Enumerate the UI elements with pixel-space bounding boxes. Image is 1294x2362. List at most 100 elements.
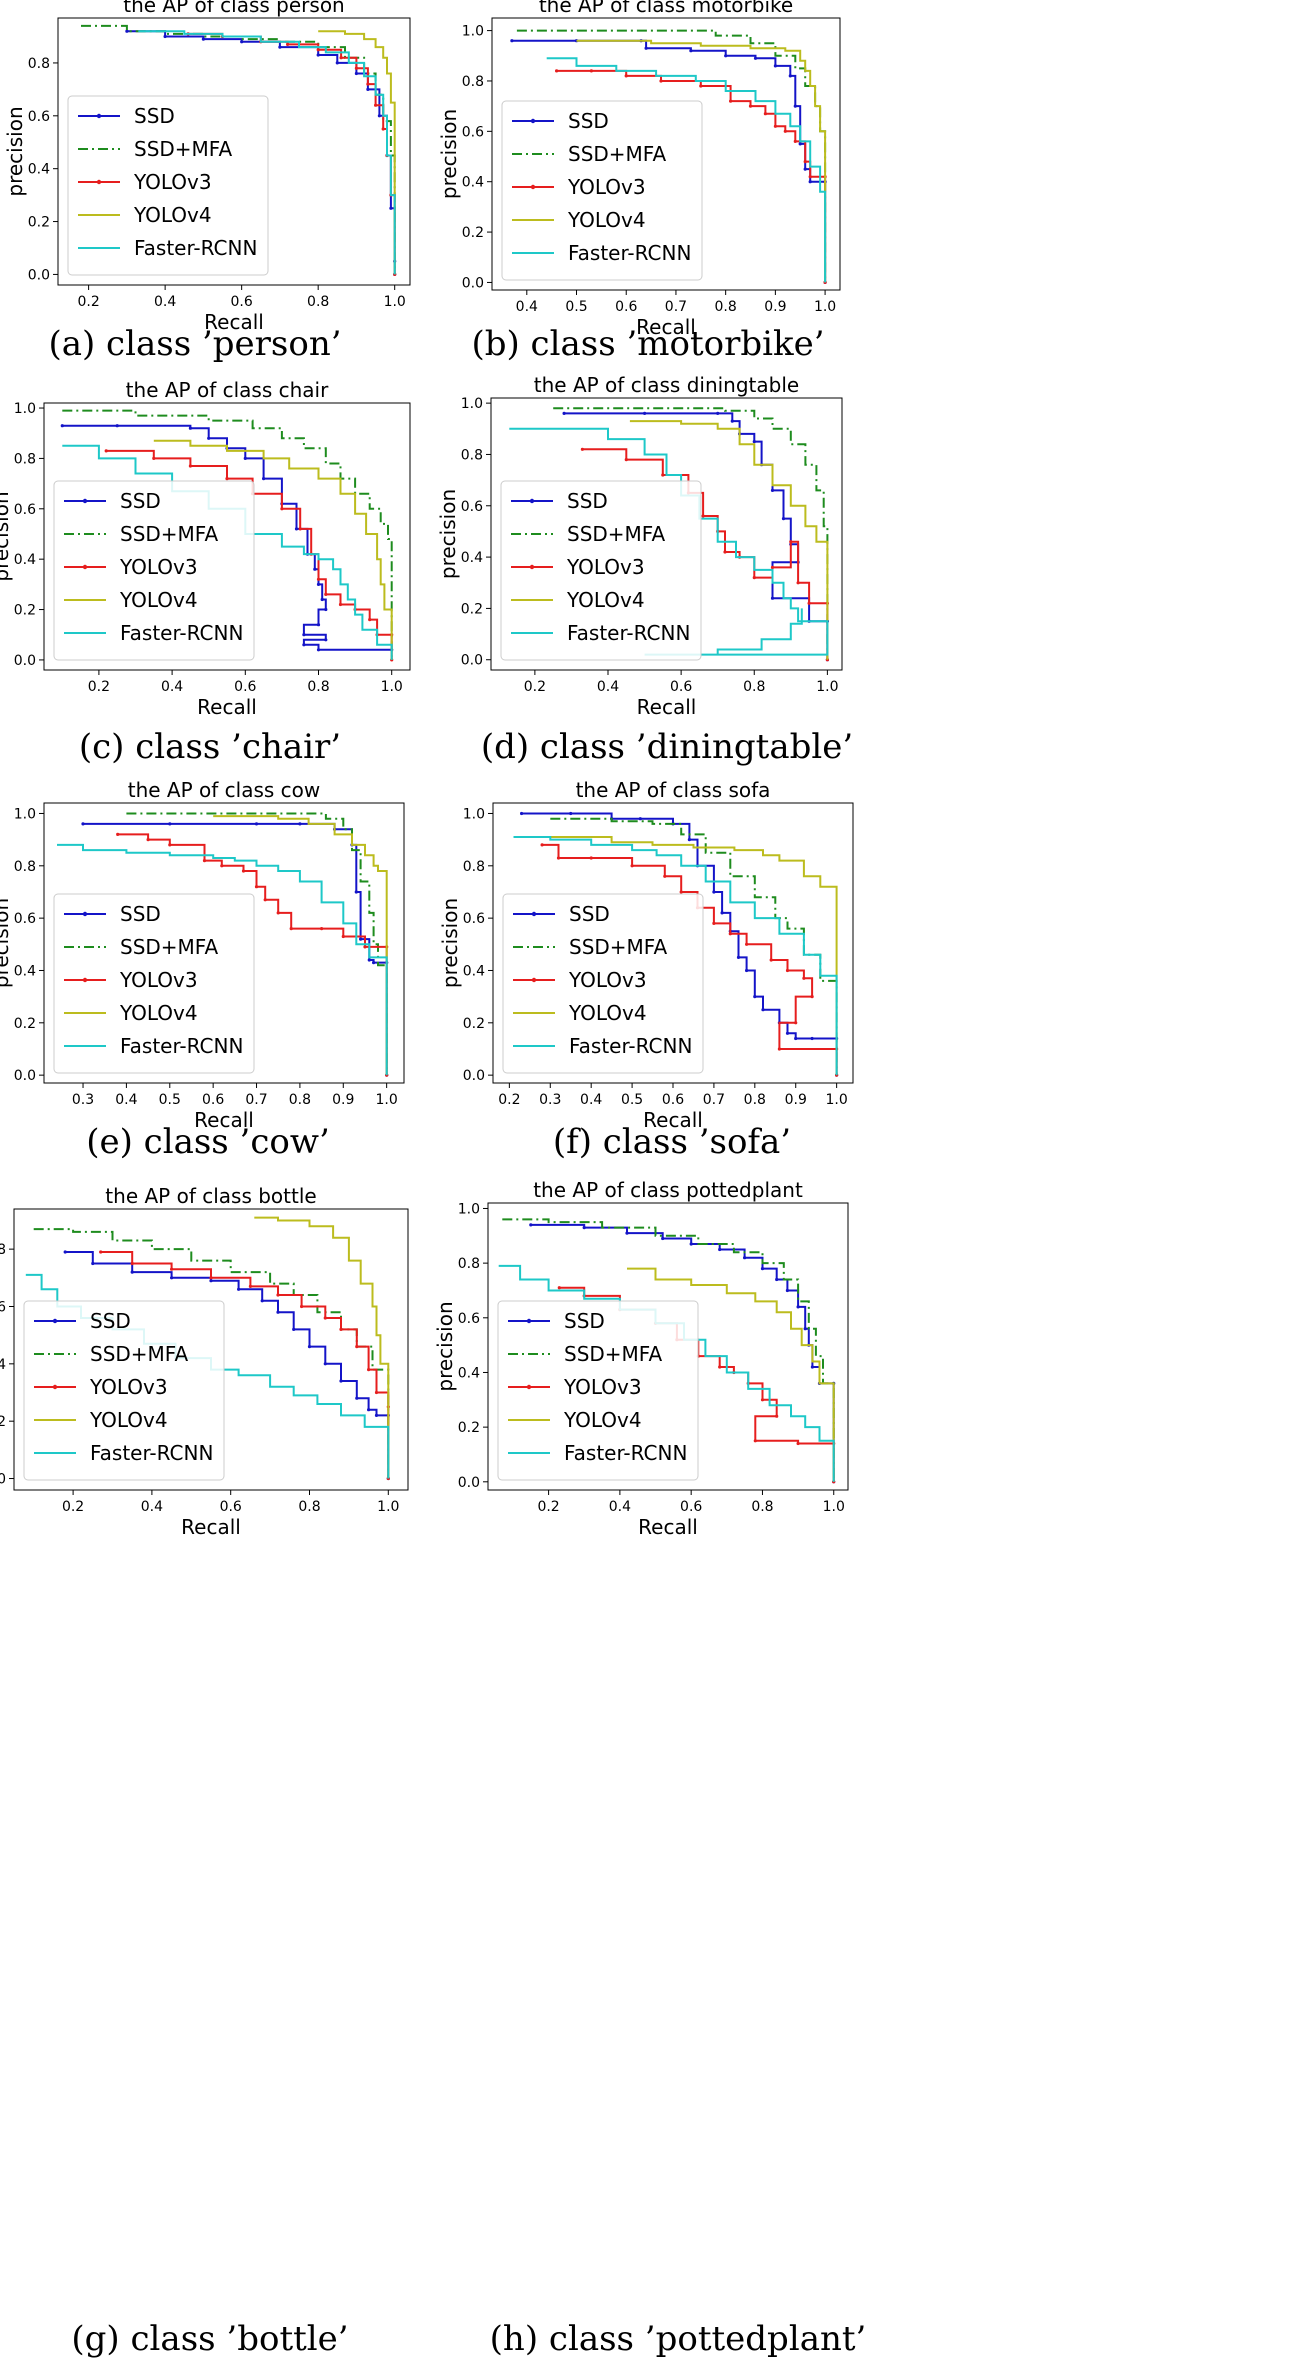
legend-label: Faster-RCNN [90, 1441, 213, 1465]
data-point [367, 958, 371, 962]
data-point [372, 961, 376, 965]
data-point [363, 945, 367, 949]
series-line-ssd [83, 822, 388, 1076]
data-point [580, 447, 585, 451]
data-point [661, 473, 665, 477]
data-point [808, 175, 812, 179]
data-point [718, 1247, 722, 1252]
data-point [716, 411, 720, 415]
data-point [510, 39, 514, 43]
legend-box [500, 480, 702, 661]
legend-label: SSD+MFA [564, 1342, 662, 1366]
data-point [770, 565, 775, 570]
data-point [389, 206, 393, 210]
y-tick-label: 0.8 [28, 56, 50, 72]
y-tick-label: 0.8 [463, 859, 485, 875]
series-line-ssd-mfa [81, 24, 396, 275]
data-point [298, 527, 302, 531]
data-point [557, 1286, 561, 1290]
legend-label: YOLOv4 [567, 208, 646, 232]
data-point [661, 1236, 665, 1241]
data-point [354, 71, 358, 76]
data-point [377, 114, 381, 118]
data-point [663, 874, 667, 878]
legend-label: YOLOv4 [119, 588, 198, 612]
legend-label: SSD [568, 109, 609, 133]
series-line-ssd [65, 1251, 390, 1479]
y-tick-label: 0.6 [28, 109, 50, 125]
series-line-yolov4 [550, 836, 838, 1076]
x-tick-label: 1.0 [826, 1092, 848, 1108]
data-point [91, 1261, 95, 1266]
legend-label: Faster-RCNN [120, 1034, 243, 1058]
data-point [339, 1327, 343, 1331]
data-point [338, 602, 343, 607]
data-point [307, 1345, 312, 1349]
series-line-ssd [521, 812, 838, 1076]
data-point [254, 822, 259, 826]
x-tick-label: 1.0 [381, 679, 403, 695]
y-tick-label: 0.0 [458, 1475, 480, 1491]
legend-marker [96, 113, 102, 119]
y-tick-label: 0.6 [463, 911, 485, 927]
y-tick-label: 0.8 [14, 451, 36, 467]
y-tick-label: 0.2 [462, 225, 484, 241]
data-point [802, 976, 806, 980]
y-axis-label: precision [436, 489, 460, 579]
data-point [320, 597, 324, 602]
data-point [687, 838, 692, 842]
data-point [761, 1008, 765, 1012]
data-point [729, 99, 733, 103]
data-point [302, 633, 306, 637]
legend: SSD SSD+MFA YOLOv3 YOLOv4 Faster-RCNN [53, 893, 255, 1074]
y-tick-label: 0.0 [0, 1472, 6, 1488]
series-line-yolov3 [100, 1251, 390, 1479]
x-tick-label: 0.6 [234, 679, 256, 695]
data-point [730, 419, 734, 423]
legend-box [497, 1300, 699, 1481]
legend-label: SSD+MFA [134, 137, 232, 161]
x-tick-label: 1.0 [816, 679, 838, 695]
data-point [728, 932, 732, 936]
legend-label: Faster-RCNN [568, 241, 691, 265]
legend-marker [82, 977, 88, 983]
data-point [638, 817, 642, 821]
data-point [798, 142, 802, 146]
legend-label: SSD [564, 1309, 605, 1333]
data-point [781, 517, 786, 521]
data-point [276, 1310, 280, 1314]
legend-box [67, 95, 269, 276]
x-axis-label: Recall [181, 1515, 241, 1539]
data-point [209, 1276, 213, 1280]
legend-marker [530, 118, 536, 124]
y-tick-label: 1.0 [14, 401, 36, 417]
data-point [316, 648, 321, 652]
data-point [659, 79, 663, 83]
data-point [316, 53, 320, 57]
data-point [745, 968, 749, 973]
data-point [775, 1414, 779, 1418]
series-line-ssd-mfa [516, 29, 827, 283]
x-tick-label: 0.6 [202, 1092, 224, 1108]
data-point [556, 856, 561, 860]
x-tick-label: 1.0 [814, 299, 836, 315]
data-point [689, 49, 693, 53]
y-tick-label: 1.0 [458, 1201, 480, 1217]
data-point [743, 1256, 747, 1260]
y-axis-label: precision [0, 491, 13, 581]
y-axis-label: precision [438, 898, 462, 988]
x-tick-label: 0.2 [498, 1092, 520, 1108]
series-line-ssd-mfa [126, 812, 388, 1076]
y-axis-label: precision [437, 109, 461, 199]
data-point [760, 1398, 765, 1402]
data-point [720, 911, 724, 915]
data-point [339, 1379, 343, 1383]
data-point [220, 864, 224, 868]
data-point [701, 514, 705, 518]
data-point [724, 54, 728, 58]
data-point [718, 1365, 722, 1369]
data-point [381, 127, 385, 131]
x-tick-label: 0.5 [565, 299, 587, 315]
y-tick-label: 0.2 [0, 1414, 6, 1430]
x-tick-label: 0.4 [154, 294, 176, 310]
